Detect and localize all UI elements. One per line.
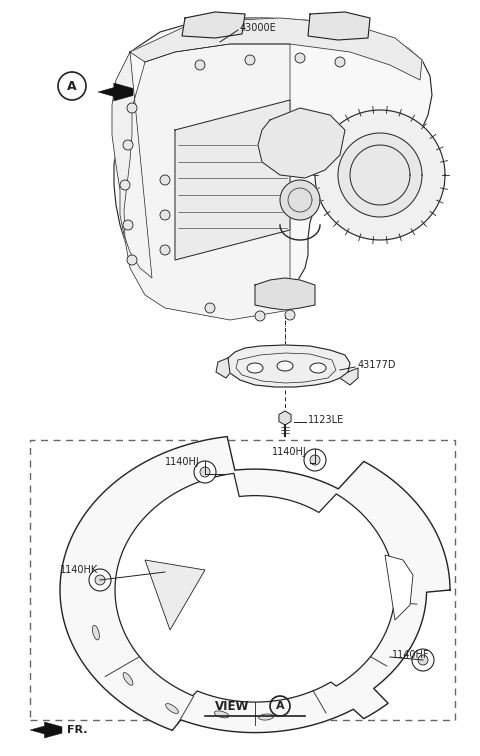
Text: A: A: [276, 701, 284, 711]
Ellipse shape: [310, 363, 326, 373]
Text: 1140HF: 1140HF: [392, 650, 430, 660]
Ellipse shape: [259, 714, 274, 720]
Polygon shape: [385, 555, 413, 620]
Circle shape: [123, 220, 133, 230]
Polygon shape: [279, 411, 291, 425]
Circle shape: [127, 255, 137, 265]
Circle shape: [127, 103, 137, 113]
Circle shape: [160, 210, 170, 220]
Text: 43000E: 43000E: [240, 23, 277, 33]
Circle shape: [335, 57, 345, 67]
Circle shape: [412, 649, 434, 671]
Circle shape: [200, 467, 210, 477]
Circle shape: [123, 140, 133, 150]
Circle shape: [160, 245, 170, 255]
Circle shape: [160, 175, 170, 185]
Circle shape: [295, 53, 305, 63]
Polygon shape: [308, 12, 370, 40]
Text: 1123LE: 1123LE: [308, 415, 344, 425]
Polygon shape: [182, 12, 245, 38]
Text: 43177D: 43177D: [358, 360, 396, 370]
Circle shape: [95, 575, 105, 585]
Polygon shape: [98, 83, 133, 101]
Polygon shape: [338, 133, 422, 217]
Circle shape: [310, 455, 320, 465]
Polygon shape: [145, 560, 205, 630]
Circle shape: [205, 303, 215, 313]
Circle shape: [245, 55, 255, 65]
Polygon shape: [255, 278, 315, 310]
Polygon shape: [30, 722, 62, 738]
Ellipse shape: [123, 673, 133, 685]
Polygon shape: [60, 436, 450, 733]
Polygon shape: [350, 145, 410, 205]
Circle shape: [89, 569, 111, 591]
Polygon shape: [315, 110, 445, 240]
Polygon shape: [280, 180, 320, 220]
Circle shape: [120, 180, 130, 190]
Text: VIEW: VIEW: [215, 699, 250, 712]
Text: 1140HJ: 1140HJ: [165, 457, 200, 467]
Circle shape: [285, 310, 295, 320]
Polygon shape: [340, 368, 358, 385]
Polygon shape: [124, 44, 290, 320]
Polygon shape: [130, 18, 422, 80]
Polygon shape: [175, 100, 290, 260]
Polygon shape: [216, 358, 230, 378]
Text: A: A: [67, 79, 77, 92]
Circle shape: [304, 449, 326, 471]
Ellipse shape: [166, 704, 179, 714]
Ellipse shape: [215, 711, 229, 718]
Polygon shape: [226, 345, 350, 387]
Ellipse shape: [277, 361, 293, 371]
Text: 1140HJ: 1140HJ: [272, 447, 307, 457]
Text: 1140HK: 1140HK: [60, 565, 98, 575]
Ellipse shape: [247, 363, 263, 373]
Polygon shape: [115, 473, 395, 702]
Polygon shape: [112, 52, 152, 278]
Ellipse shape: [93, 625, 99, 640]
Text: FR.: FR.: [67, 725, 87, 735]
Polygon shape: [114, 18, 432, 310]
Polygon shape: [258, 108, 345, 178]
Circle shape: [195, 60, 205, 70]
Circle shape: [255, 311, 265, 321]
Circle shape: [194, 461, 216, 483]
Circle shape: [418, 655, 428, 665]
